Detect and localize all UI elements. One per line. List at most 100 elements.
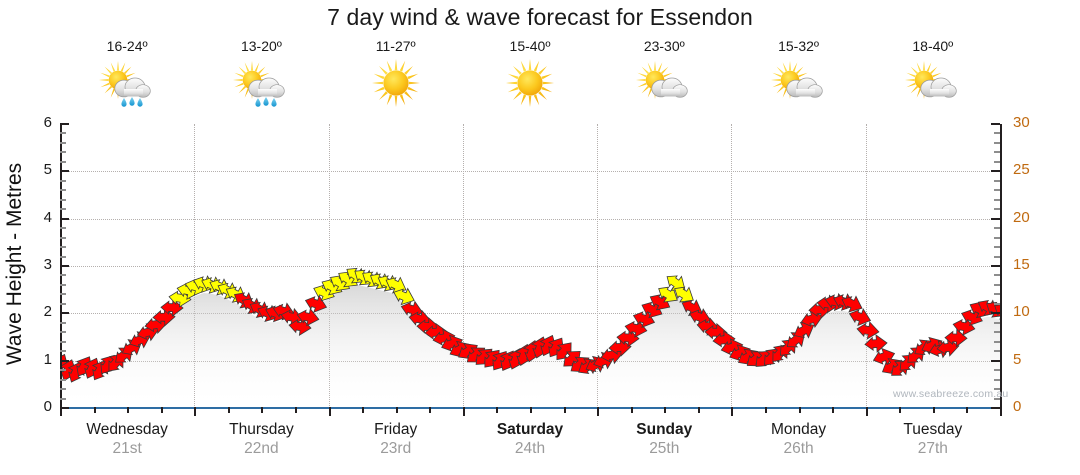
x-tick-minor	[160, 407, 163, 413]
axis-tick-minor	[994, 198, 1000, 201]
axis-tick-label: 2	[43, 303, 52, 321]
day-date: 24th	[514, 440, 546, 457]
axis-tick-minor	[994, 189, 1000, 192]
axis-tick-major	[60, 359, 69, 362]
x-tick-day-boundary	[462, 407, 465, 416]
x-tick-minor	[664, 407, 667, 413]
day-name: Sunday	[636, 421, 693, 438]
axis-tick-label: 30	[1013, 114, 1030, 131]
axis-tick-label: 5	[1013, 350, 1022, 368]
x-tick-minor	[899, 407, 902, 413]
x-tick-minor	[765, 407, 767, 413]
day-header-sunday: 23-30º	[596, 38, 733, 110]
axis-tick-minor	[994, 141, 1000, 144]
day-temperature-range: 13-20º	[240, 38, 282, 54]
axis-tick-minor	[60, 331, 66, 334]
axis-tick-major	[991, 123, 1000, 125]
axis-tick-major	[60, 312, 69, 315]
wind-arrow	[994, 304, 1000, 320]
wind-arrow	[864, 334, 888, 353]
x-tick-minor	[395, 407, 398, 413]
sun-cloud-icon	[596, 58, 733, 110]
day-temperature-range: 18-40º	[912, 38, 954, 54]
day-label-sunday: Sunday 25th	[596, 420, 733, 458]
wind-arrow	[393, 287, 415, 306]
day-name: Friday	[374, 421, 418, 438]
axis-tick-minor	[994, 283, 1000, 286]
watermark: www.seabreeze.com.au	[893, 388, 1009, 400]
day-date: 22nd	[244, 440, 279, 457]
sun-icon	[327, 58, 464, 110]
x-tick-minor	[127, 407, 130, 413]
sun-icon	[462, 58, 599, 110]
y-axis-right-line	[1000, 124, 1002, 408]
axis-tick-label: 25	[1013, 161, 1030, 179]
axis-tick-minor	[994, 340, 1000, 343]
axis-tick-minor	[60, 321, 66, 324]
axis-tick-label: 4	[43, 208, 52, 226]
x-tick-minor	[496, 407, 499, 413]
wind-arrow	[152, 307, 176, 327]
wind-arrow	[936, 338, 960, 357]
sun-cloud-icon	[864, 58, 1001, 110]
axis-tick-label: 3	[43, 256, 52, 273]
axis-tick-minor	[994, 236, 1000, 239]
wind-direction-arrows	[60, 267, 1000, 383]
axis-tick-minor	[60, 141, 66, 144]
gridline-horizontal	[60, 171, 1000, 173]
day-header-saturday: 15-40º	[462, 38, 599, 110]
gridline-day-divider	[597, 124, 599, 408]
axis-tick-major	[991, 407, 1000, 409]
day-temperature-range: 15-32º	[778, 38, 820, 54]
axis-tick-minor	[60, 255, 66, 258]
gridline-day-divider	[865, 124, 867, 408]
axis-tick-minor	[60, 160, 66, 163]
x-tick-minor	[93, 407, 96, 413]
day-label-monday: Monday 26th	[730, 420, 867, 458]
axis-tick-minor	[994, 302, 1000, 305]
axis-tick-minor	[60, 132, 66, 135]
wind-arrow	[385, 276, 407, 294]
axis-tick-minor	[60, 293, 66, 296]
wind-arrow	[616, 328, 640, 348]
axis-tick-minor	[60, 189, 66, 192]
wind-arrow	[288, 317, 312, 336]
axis-tick-minor	[60, 388, 66, 391]
axis-tick-minor	[60, 236, 66, 239]
axis-tick-minor	[60, 208, 66, 211]
wind-arrow	[608, 337, 632, 357]
day-header-tuesday: 18-40º	[864, 38, 1001, 110]
day-date: 27th	[917, 440, 948, 457]
x-tick-minor	[295, 407, 297, 413]
day-name: Wednesday	[86, 421, 168, 438]
day-name: Monday	[770, 421, 827, 438]
x-tick-minor	[932, 407, 935, 413]
axis-tick-minor	[994, 179, 1000, 182]
y-axis-left-title: Wave Height - Metres	[3, 162, 26, 366]
axis-tick-minor	[994, 350, 1000, 353]
axis-tick-minor	[60, 369, 66, 372]
day-label-saturday: Saturday 24th	[462, 420, 599, 458]
axis-tick-minor	[994, 321, 1000, 324]
gridline-day-divider	[194, 124, 196, 408]
axis-tick-label: 0	[1013, 398, 1022, 415]
axis-tick-label: 10	[1013, 303, 1030, 321]
axis-tick-major	[991, 217, 1000, 220]
x-tick-day-boundary	[597, 407, 600, 416]
day-name: Saturday	[496, 421, 564, 438]
axis-tick-label: 5	[43, 161, 52, 179]
axis-tick-minor	[994, 246, 1000, 249]
axis-tick-minor	[60, 350, 66, 353]
day-temperature-range: 16-24º	[106, 38, 148, 54]
x-tick-day-boundary	[60, 407, 62, 416]
axis-tick-minor	[60, 227, 66, 230]
day-label-thursday: Thursday 22nd	[193, 420, 330, 458]
day-header-friday: 11-27º	[327, 38, 464, 110]
gridline-day-divider	[731, 124, 733, 408]
day-label-wednesday: Wednesday 21st	[59, 420, 196, 458]
axis-tick-major	[60, 123, 69, 125]
day-name: Thursday	[229, 421, 294, 438]
axis-tick-minor	[994, 160, 1000, 163]
sun-cloud-rain-icon	[193, 58, 330, 110]
